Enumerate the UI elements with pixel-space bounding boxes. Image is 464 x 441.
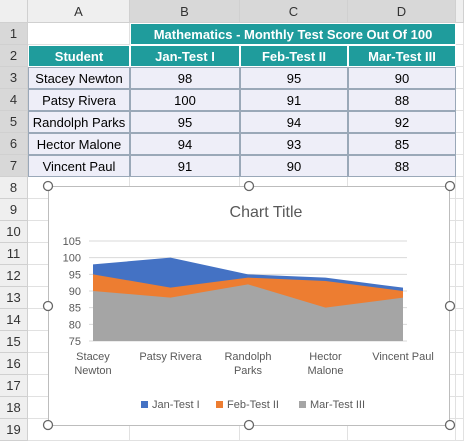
column-header[interactable] xyxy=(456,0,464,23)
data-cell[interactable]: Patsy Rivera xyxy=(28,89,130,111)
header-cell[interactable]: Student xyxy=(28,45,130,67)
header-cell[interactable]: Mar-Test III xyxy=(348,45,456,67)
row-header[interactable]: 8 xyxy=(0,177,28,199)
row-header[interactable]: 2 xyxy=(0,45,28,67)
data-cell[interactable]: Stacey Newton xyxy=(28,67,130,89)
row-header[interactable]: 10 xyxy=(0,221,28,243)
cell[interactable] xyxy=(456,221,464,243)
cell[interactable] xyxy=(456,155,464,177)
legend-swatch xyxy=(141,401,148,408)
row-header[interactable]: 16 xyxy=(0,353,28,375)
data-cell[interactable]: 100 xyxy=(130,89,240,111)
x-tick-label: Stacey Newton xyxy=(74,351,112,377)
row-header[interactable]: 7 xyxy=(0,155,28,177)
data-cell[interactable]: 93 xyxy=(240,133,348,155)
data-cell[interactable]: Hector Malone xyxy=(28,133,130,155)
chart-title: Chart Title xyxy=(230,204,303,221)
row-header[interactable]: 6 xyxy=(0,133,28,155)
legend-swatch xyxy=(299,401,306,408)
data-cell[interactable]: Vincent Paul xyxy=(28,155,130,177)
cell[interactable] xyxy=(456,243,464,265)
data-cell[interactable]: 94 xyxy=(130,133,240,155)
cell[interactable] xyxy=(456,177,464,199)
cell[interactable] xyxy=(456,353,464,375)
data-cell[interactable]: 98 xyxy=(130,67,240,89)
cell[interactable] xyxy=(456,419,464,441)
data-cell[interactable]: 88 xyxy=(348,155,456,177)
row-header[interactable]: 18 xyxy=(0,397,28,419)
row-header[interactable]: 4 xyxy=(0,89,28,111)
column-header[interactable]: B xyxy=(130,0,240,23)
header-cell[interactable]: Feb-Test II xyxy=(240,45,348,67)
chart-object[interactable]: Chart Title 75 80 85 90 95 100 105 Jan-Test I Feb… xyxy=(48,186,450,426)
column-header[interactable]: C xyxy=(240,0,348,23)
data-cell[interactable]: 95 xyxy=(130,111,240,133)
y-tick-label: 100 xyxy=(63,253,81,265)
cell[interactable] xyxy=(456,287,464,309)
data-cell[interactable]: 95 xyxy=(240,67,348,89)
row-header[interactable]: 12 xyxy=(0,265,28,287)
data-cell[interactable]: 91 xyxy=(130,155,240,177)
row-header[interactable]: 15 xyxy=(0,331,28,353)
title-cell[interactable]: Mathematics - Monthly Test Score Out Of … xyxy=(130,23,456,45)
cell[interactable] xyxy=(456,89,464,111)
row-header[interactable]: 11 xyxy=(0,243,28,265)
legend-label: Mar-Test III xyxy=(310,399,365,411)
x-tick-label: Patsy Rivera xyxy=(139,351,202,363)
column-header[interactable]: A xyxy=(28,0,130,23)
corner[interactable] xyxy=(0,0,28,23)
row-header[interactable]: 14 xyxy=(0,309,28,331)
cell[interactable] xyxy=(456,67,464,89)
area xyxy=(93,284,403,341)
cell[interactable] xyxy=(456,331,464,353)
header-cell[interactable]: Jan-Test I xyxy=(130,45,240,67)
row-header[interactable]: 1 xyxy=(0,23,28,45)
row-header[interactable]: 19 xyxy=(0,419,28,441)
cell[interactable] xyxy=(456,375,464,397)
cell[interactable] xyxy=(456,309,464,331)
chart: Chart Title 75 80 85 90 95 100 105 Jan-Test I Feb… xyxy=(63,204,407,411)
data-cell[interactable]: 94 xyxy=(240,111,348,133)
y-tick-label: 80 xyxy=(69,319,81,331)
data-cell[interactable]: 91 xyxy=(240,89,348,111)
column-header[interactable]: D xyxy=(348,0,456,23)
row-header[interactable]: 5 xyxy=(0,111,28,133)
x-tick-label: Randolph Parks xyxy=(224,351,272,377)
y-tick-label: 90 xyxy=(69,286,81,298)
x-tick-label: Vincent Paul xyxy=(372,351,434,363)
y-tick-label: 75 xyxy=(69,336,81,348)
data-cell[interactable]: 90 xyxy=(240,155,348,177)
cell[interactable] xyxy=(456,45,464,67)
legend-swatch xyxy=(216,401,223,408)
cell[interactable] xyxy=(456,133,464,155)
cell[interactable] xyxy=(456,265,464,287)
row-header[interactable]: 13 xyxy=(0,287,28,309)
data-cell[interactable]: Randolph Parks xyxy=(28,111,130,133)
x-tick-label: Hector Malone xyxy=(307,351,344,377)
y-tick-label: 105 xyxy=(63,236,81,248)
data-cell[interactable]: 85 xyxy=(348,133,456,155)
y-tick-label: 95 xyxy=(69,269,81,281)
row-header[interactable]: 3 xyxy=(0,67,28,89)
cell[interactable] xyxy=(456,199,464,221)
row-header[interactable]: 17 xyxy=(0,375,28,397)
data-cell[interactable]: 90 xyxy=(348,67,456,89)
data-cell[interactable]: 92 xyxy=(348,111,456,133)
data-cell[interactable]: 88 xyxy=(348,89,456,111)
cell[interactable] xyxy=(456,23,464,45)
cell[interactable] xyxy=(456,397,464,419)
cell[interactable] xyxy=(28,23,130,45)
legend-label: Feb-Test II xyxy=(227,399,279,411)
legend-label: Jan-Test I xyxy=(152,399,200,411)
cell[interactable] xyxy=(456,111,464,133)
y-tick-label: 85 xyxy=(69,303,81,315)
row-header[interactable]: 9 xyxy=(0,199,28,221)
